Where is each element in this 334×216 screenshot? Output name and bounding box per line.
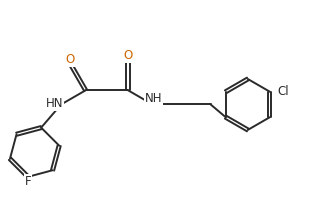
Text: F: F: [25, 175, 31, 188]
Text: NH: NH: [145, 92, 162, 105]
Text: O: O: [124, 49, 133, 62]
Text: HN: HN: [46, 97, 63, 110]
Text: O: O: [65, 53, 74, 66]
Text: Cl: Cl: [278, 85, 289, 98]
